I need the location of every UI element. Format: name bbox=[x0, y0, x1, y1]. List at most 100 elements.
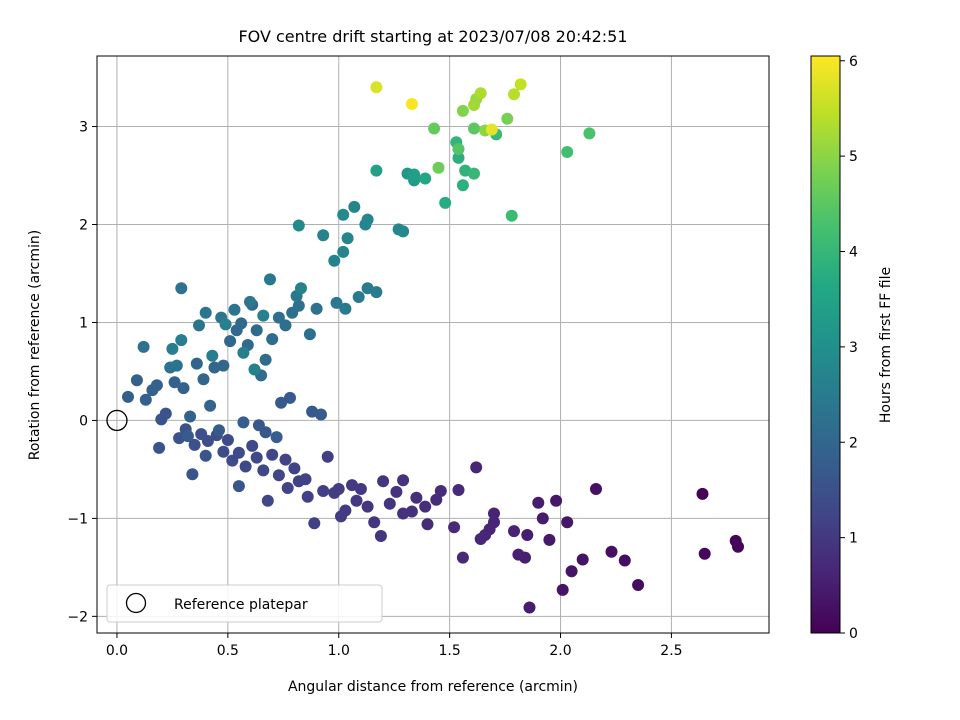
data-point bbox=[397, 225, 410, 238]
data-point bbox=[213, 424, 225, 437]
data-point bbox=[419, 500, 432, 513]
data-point bbox=[239, 460, 252, 473]
colorbar-tick-label: 3 bbox=[849, 340, 858, 356]
data-point bbox=[419, 172, 432, 185]
reference-marker bbox=[106, 409, 128, 432]
data-point bbox=[166, 342, 179, 355]
data-point bbox=[292, 299, 305, 312]
data-point bbox=[155, 413, 168, 426]
data-point bbox=[150, 379, 163, 392]
data-point bbox=[561, 146, 574, 158]
data-point bbox=[512, 548, 525, 561]
data-point bbox=[261, 494, 274, 507]
data-point bbox=[321, 450, 334, 463]
x-tick-label: 1.0 bbox=[328, 643, 350, 659]
colorbar-tick-label: 0 bbox=[849, 626, 858, 642]
data-point bbox=[565, 565, 578, 578]
data-point bbox=[208, 361, 221, 374]
data-point bbox=[377, 475, 390, 488]
colorbar-gradient bbox=[810, 55, 841, 634]
data-point bbox=[346, 479, 358, 492]
legend-box bbox=[106, 584, 383, 623]
data-point bbox=[237, 346, 250, 359]
data-point bbox=[397, 474, 410, 487]
data-point bbox=[279, 453, 292, 466]
x-tick-label: 1.5 bbox=[439, 643, 461, 659]
data-point bbox=[452, 484, 465, 496]
data-point bbox=[348, 200, 361, 213]
data-point bbox=[204, 399, 217, 412]
data-point bbox=[190, 357, 203, 370]
data-point bbox=[470, 461, 483, 474]
data-point bbox=[206, 349, 219, 362]
data-point bbox=[177, 382, 190, 395]
data-point bbox=[221, 434, 234, 446]
data-point bbox=[452, 151, 465, 164]
data-point bbox=[259, 353, 272, 366]
data-point bbox=[315, 408, 327, 421]
plot-frame bbox=[96, 55, 770, 634]
data-point bbox=[317, 229, 330, 242]
y-tick-label: −2 bbox=[67, 609, 88, 625]
x-tick-label: 2.5 bbox=[660, 643, 682, 659]
data-points bbox=[122, 78, 744, 614]
grid-lines bbox=[97, 56, 769, 633]
data-point bbox=[292, 475, 305, 488]
data-point bbox=[139, 393, 152, 406]
data-point bbox=[374, 530, 387, 542]
data-point bbox=[328, 254, 341, 267]
data-point bbox=[632, 579, 645, 591]
data-point bbox=[448, 521, 461, 534]
data-point bbox=[310, 302, 323, 315]
data-point bbox=[370, 286, 383, 299]
data-point bbox=[259, 426, 272, 439]
colorbar-ticks: 0 1 2 3 4 5 6 bbox=[840, 54, 858, 642]
data-point bbox=[696, 487, 709, 500]
data-point bbox=[390, 485, 403, 498]
y-tick-label: 2 bbox=[79, 217, 88, 233]
x-tick-label: 2.0 bbox=[549, 643, 571, 659]
data-point bbox=[122, 390, 134, 403]
data-point bbox=[368, 516, 381, 529]
x-tick-label: 0.0 bbox=[106, 643, 128, 659]
data-point bbox=[279, 319, 292, 332]
data-point bbox=[232, 480, 245, 493]
data-point bbox=[281, 482, 294, 494]
data-point bbox=[561, 516, 574, 529]
data-point bbox=[170, 359, 183, 372]
data-point bbox=[295, 282, 307, 295]
data-point bbox=[303, 328, 316, 341]
data-point bbox=[168, 376, 181, 389]
x-axis-label: Angular distance from reference (arcmin) bbox=[288, 679, 578, 695]
data-point bbox=[508, 525, 520, 538]
data-point bbox=[468, 167, 480, 180]
data-point bbox=[590, 483, 602, 495]
data-point bbox=[186, 468, 199, 481]
data-point bbox=[250, 451, 263, 464]
data-point bbox=[328, 486, 341, 499]
data-point bbox=[266, 333, 279, 346]
data-point bbox=[421, 518, 434, 531]
data-point bbox=[341, 232, 354, 245]
colorbar-tick-label: 4 bbox=[849, 245, 858, 261]
data-point bbox=[275, 396, 288, 409]
data-point bbox=[250, 324, 263, 337]
data-point bbox=[226, 454, 239, 467]
data-point bbox=[284, 391, 296, 404]
legend: Reference platepar bbox=[106, 584, 383, 623]
data-point bbox=[301, 490, 314, 503]
data-point bbox=[732, 540, 744, 553]
data-point bbox=[199, 449, 212, 462]
legend-label: Reference platepar bbox=[174, 597, 308, 613]
data-point bbox=[153, 441, 166, 454]
data-point bbox=[432, 161, 445, 174]
data-point bbox=[266, 448, 279, 461]
data-point bbox=[217, 445, 230, 458]
data-point bbox=[439, 196, 452, 209]
data-point bbox=[605, 545, 618, 558]
data-point bbox=[576, 553, 589, 566]
data-point bbox=[193, 319, 205, 332]
data-point bbox=[308, 517, 321, 530]
data-point bbox=[523, 601, 536, 614]
